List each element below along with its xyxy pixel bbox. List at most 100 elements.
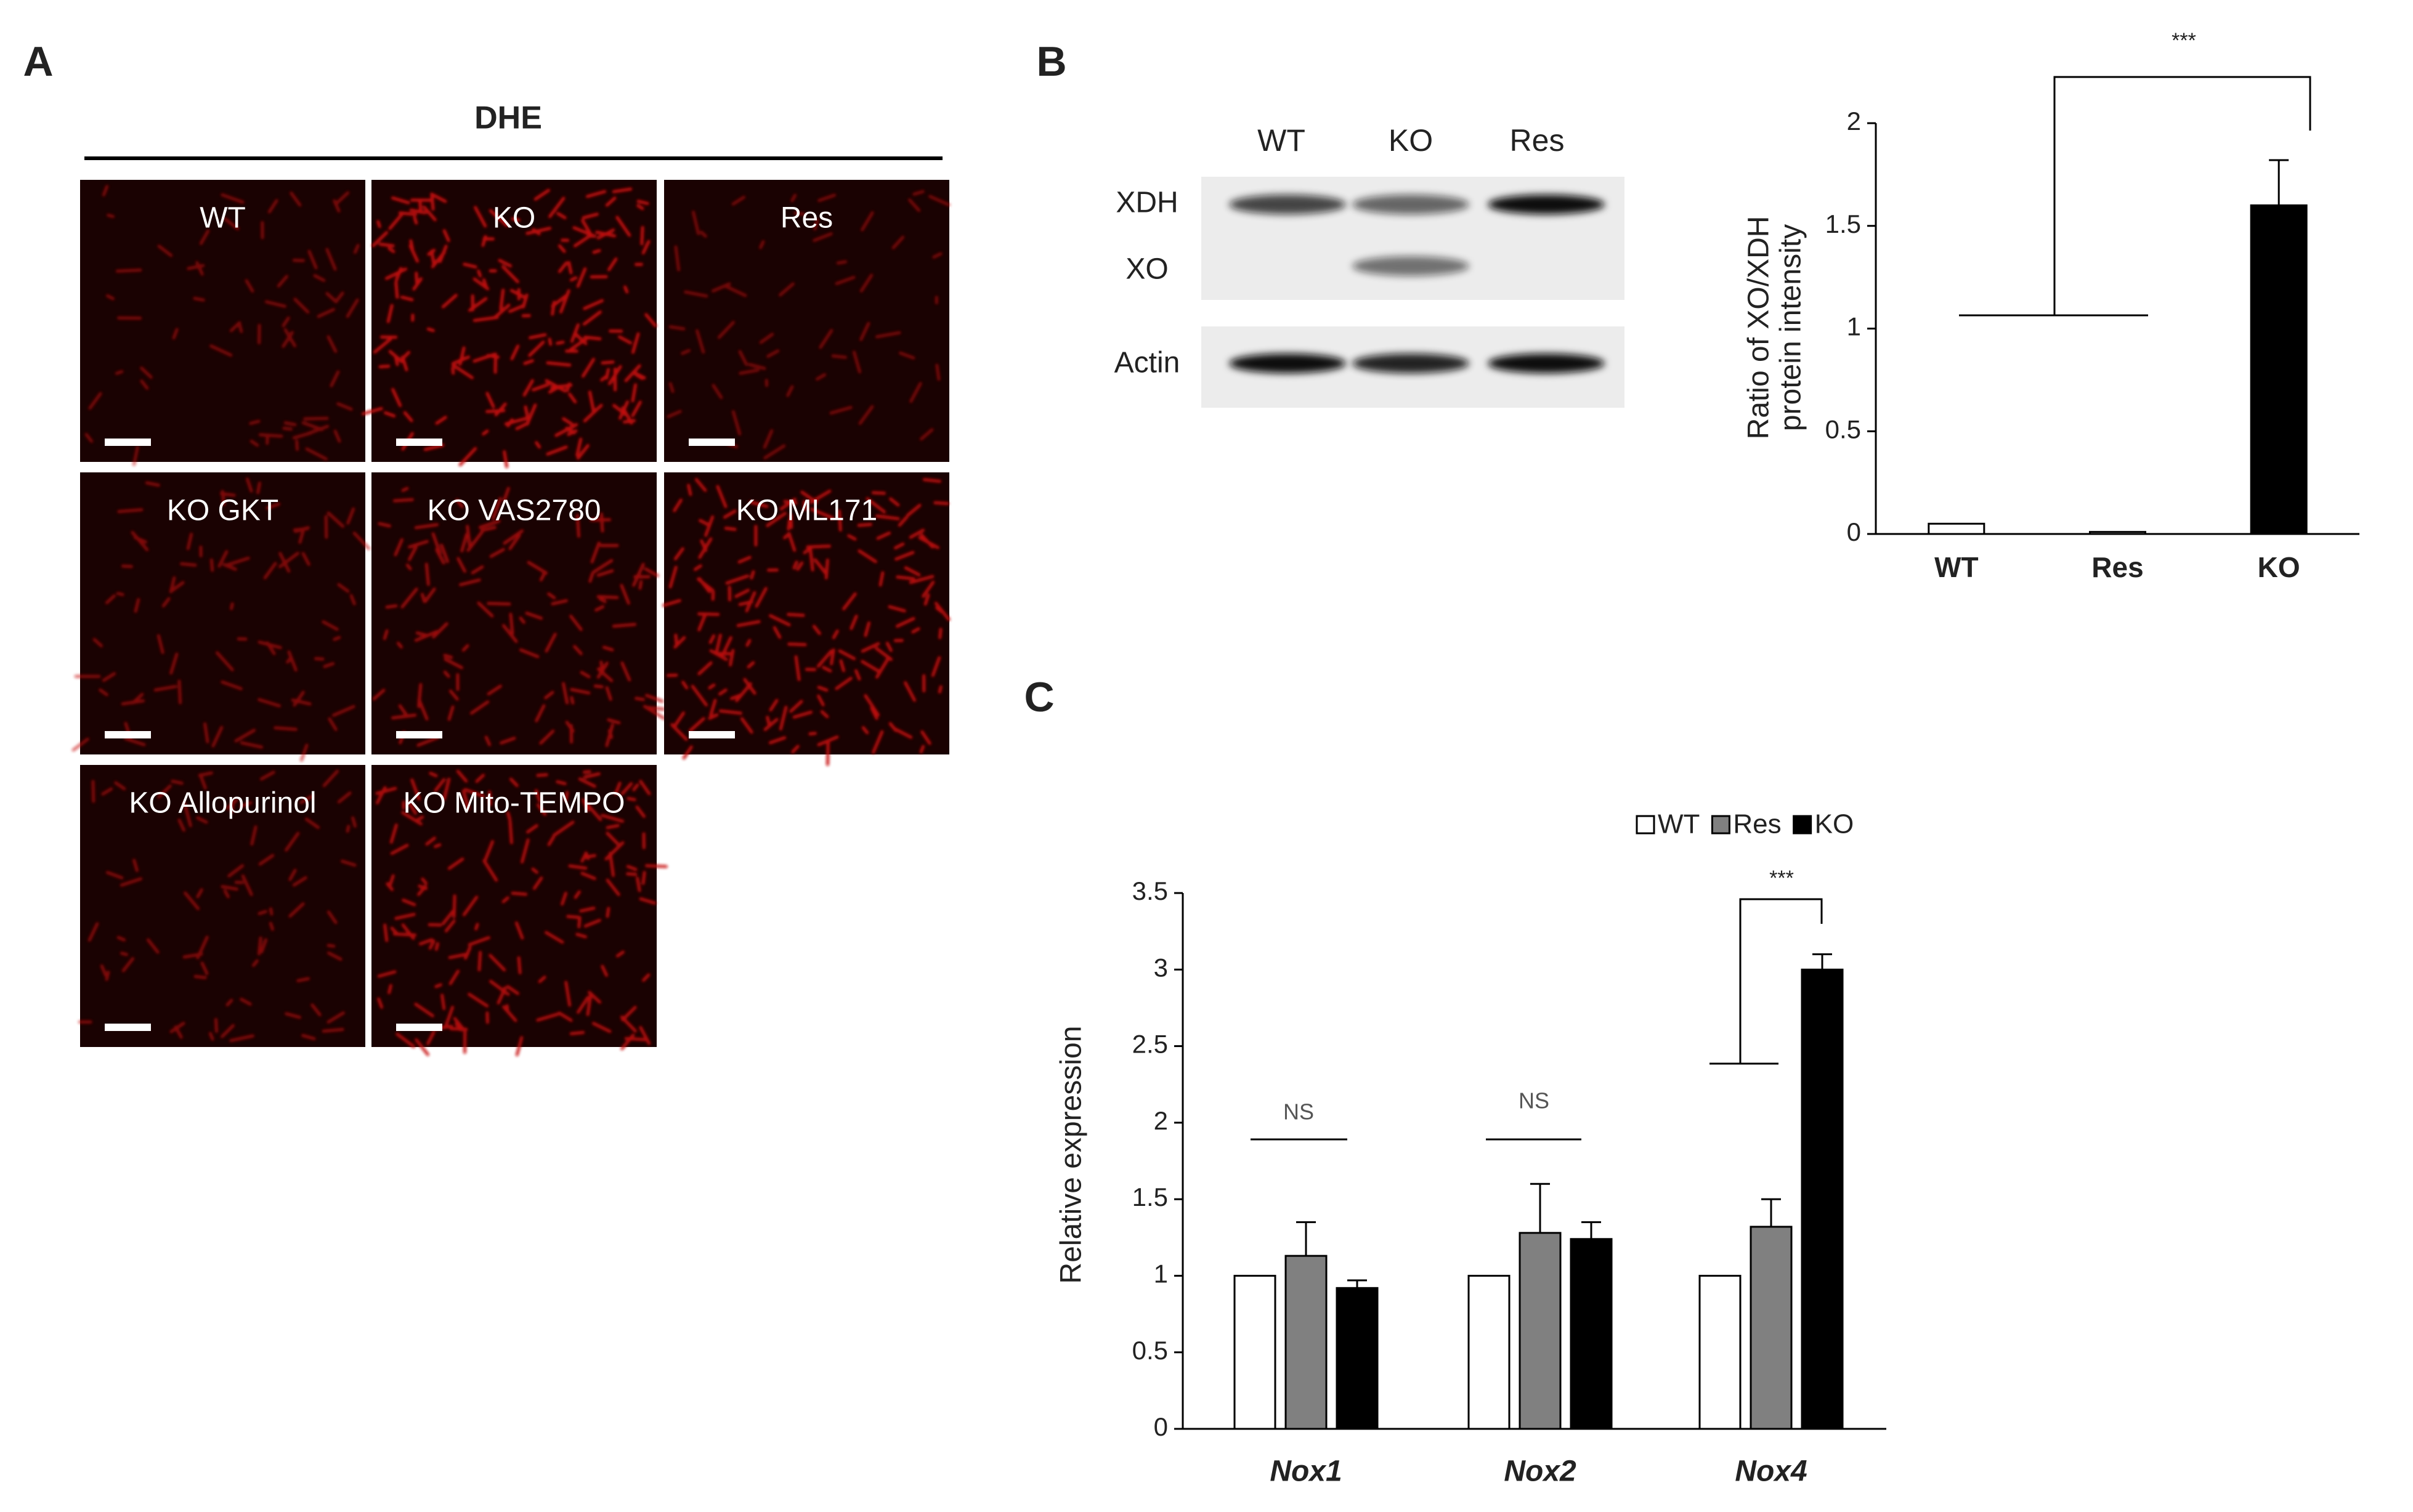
micrograph: Res [664, 180, 951, 462]
micrograph: KO Allopurinol [78, 765, 365, 1047]
legend-label: Res [1733, 809, 1781, 839]
significance-bracket [1959, 76, 2311, 317]
annotation: NS [1283, 1099, 1314, 1125]
image-background [80, 765, 365, 1047]
cell-signal [84, 185, 360, 466]
cell-signal [375, 769, 668, 1057]
significance-bracket [1709, 898, 1823, 1065]
scale-bar [396, 439, 442, 446]
legend-swatch [1793, 815, 1812, 835]
image-label: KO ML171 [736, 495, 877, 527]
blot-band [1352, 195, 1469, 214]
scale-bar [105, 1024, 151, 1031]
y-tick-label: 0 [1847, 517, 1861, 546]
lane-label: KO [1389, 123, 1433, 158]
image-label: Res [781, 202, 833, 235]
image-label: KO VAS2780 [428, 495, 601, 527]
y-tick-label: 0.5 [1825, 414, 1861, 443]
x-tick-label: Res [2091, 551, 2143, 583]
lane-label: WT [1257, 123, 1305, 158]
y-tick-label: 0.5 [1132, 1336, 1168, 1365]
image-label: WT [200, 202, 246, 235]
image-background [664, 180, 949, 462]
cell-signal [71, 477, 371, 762]
scale-bar [105, 439, 151, 446]
micrograph: KO ML171 [662, 472, 951, 766]
y-axis-label: Ratio of XO/XDH [1743, 216, 1775, 440]
bar [2089, 531, 2146, 535]
error-bar [1761, 1198, 1781, 1227]
error-bar [1296, 1221, 1316, 1256]
bar [1336, 1287, 1379, 1430]
scale-bar [396, 731, 442, 738]
y-tick-label: 1 [1154, 1259, 1168, 1288]
error-bar [1530, 1183, 1550, 1233]
y-tick-label: 3 [1154, 953, 1168, 982]
scale-bar [689, 439, 735, 446]
bar [1928, 522, 1985, 535]
micrograph: KO GKT [71, 472, 371, 762]
band-label: Actin [1114, 347, 1180, 379]
annotation: NS [1519, 1088, 1549, 1114]
error-bar [1347, 1279, 1367, 1288]
panel-label: B [1036, 38, 1066, 85]
cell-signal [372, 487, 666, 748]
x-tick-label: Nox1 [1270, 1455, 1342, 1488]
blot-band [1352, 256, 1469, 276]
x-tick-label: KO [2258, 551, 2300, 583]
band-label: XO [1125, 253, 1168, 286]
bar [1284, 1255, 1328, 1430]
annotation: *** [2172, 29, 2196, 52]
scale-bar [689, 731, 735, 738]
y-tick-label: 1.5 [1132, 1183, 1168, 1211]
y-tick-label: 2 [1154, 1106, 1168, 1135]
image-background [80, 180, 365, 462]
image-label: KO GKT [167, 495, 278, 527]
blot-band [1488, 195, 1605, 214]
cell-signal [361, 187, 657, 469]
blot-band [1229, 354, 1346, 373]
image-background [371, 765, 657, 1047]
blot-band [1488, 354, 1605, 373]
bar [1570, 1238, 1613, 1430]
image-background [371, 180, 657, 462]
error-bar [1581, 1221, 1601, 1239]
y-tick-label: 3.5 [1132, 876, 1168, 905]
legend-swatch [1636, 815, 1655, 835]
lane-label: Res [1510, 123, 1565, 158]
micrograph: KO Mito-TEMPO [371, 765, 668, 1057]
image-label: KO Mito-TEMPO [403, 787, 625, 820]
legend-label: WT [1658, 809, 1700, 839]
y-axis-label: protein intensity [1775, 224, 1807, 431]
y-tick-label: 2.5 [1132, 1030, 1168, 1059]
y-tick-label: 1 [1847, 312, 1861, 341]
cell-signal [662, 478, 951, 766]
bar [1467, 1274, 1511, 1430]
legend-swatch [1711, 815, 1730, 835]
scale-bar [396, 1024, 442, 1031]
x-tick-label: WT [1934, 551, 1979, 583]
micrograph: KO [361, 180, 657, 469]
image-background [80, 472, 365, 754]
y-tick-label: 2 [1847, 107, 1861, 135]
blot-band [1229, 195, 1346, 214]
panel-label: C [1024, 674, 1054, 721]
error-bar [2269, 159, 2289, 206]
bar [1519, 1232, 1562, 1430]
x-tick-label: Nox2 [1504, 1455, 1576, 1488]
content: WT KO Res KO GKT KO VAS2780 KO ML171 KO Allopu… [71, 29, 2359, 1488]
micrograph: WT [80, 180, 365, 466]
panel-label: A [23, 38, 53, 85]
scale-bar [105, 731, 151, 738]
error-bar [1812, 953, 1832, 970]
x-tick-label: Nox4 [1735, 1455, 1807, 1488]
bar [1233, 1274, 1276, 1430]
cell-signal [667, 190, 951, 459]
y-tick-label: 0 [1154, 1412, 1168, 1441]
bar [2250, 204, 2308, 535]
y-tick-label: 1.5 [1825, 209, 1861, 238]
bar [1801, 968, 1844, 1430]
legend-label: KO [1815, 809, 1854, 839]
bar [1750, 1226, 1793, 1430]
